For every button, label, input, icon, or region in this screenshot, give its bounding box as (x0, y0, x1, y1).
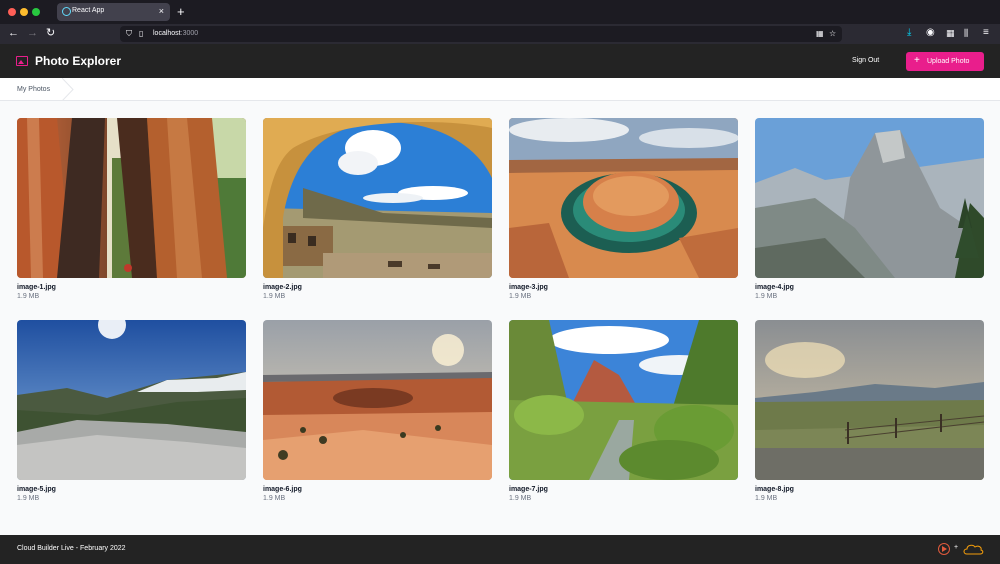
url-text[interactable]: localhost:3000 (153, 30, 198, 37)
photo-size: 1.9 MB (263, 495, 286, 502)
app-title: Photo Explorer (35, 54, 122, 68)
photo-name: image-3.jpg (509, 284, 548, 291)
photo-card[interactable]: image-6.jpg 1.9 MB (263, 320, 492, 502)
photo-name: image-8.jpg (755, 486, 794, 493)
photo-card[interactable]: image-3.jpg 1.9 MB (509, 118, 738, 300)
browser-tab[interactable]: React App × (57, 3, 170, 21)
photo-card[interactable]: image-2.jpg 1.9 MB (263, 118, 492, 300)
extensions-icon[interactable]: ▦ (946, 28, 955, 38)
photo-logo-icon (16, 56, 28, 66)
forward-icon[interactable]: → (27, 27, 38, 39)
photo-card[interactable]: image-7.jpg 1.9 MB (509, 320, 738, 502)
photo-thumbnail[interactable] (17, 118, 246, 278)
minimize-window-button[interactable] (20, 8, 28, 16)
page-icon: ▯ (139, 29, 144, 38)
photo-card[interactable]: image-5.jpg 1.9 MB (17, 320, 246, 502)
photo-thumbnail[interactable] (263, 118, 492, 278)
footer-text: Cloud Builder Live - February 2022 (17, 545, 126, 552)
photo-name: image-4.jpg (755, 284, 794, 291)
plus-icon: + (914, 55, 920, 66)
photo-thumbnail[interactable] (755, 118, 984, 278)
bookmark-star-icon[interactable]: ☆ (829, 29, 837, 38)
photo-size: 1.9 MB (509, 495, 532, 502)
photo-size: 1.9 MB (17, 293, 40, 300)
tab-bar: React App × + (0, 0, 1000, 24)
breadcrumb-chevron-icon (62, 78, 74, 101)
back-icon[interactable]: ← (8, 27, 19, 39)
photo-thumbnail[interactable] (509, 118, 738, 278)
shield-icon[interactable]: ⛉ (126, 29, 132, 38)
footer: Cloud Builder Live - February 2022 + (0, 535, 1000, 564)
photo-name: image-6.jpg (263, 486, 302, 493)
photo-thumbnail[interactable] (263, 320, 492, 480)
upload-photo-button[interactable]: + Upload Photo (906, 52, 984, 71)
sign-out-button[interactable]: Sign Out (852, 57, 880, 64)
url-host: localhost (153, 30, 181, 37)
photo-size: 1.9 MB (755, 293, 778, 300)
cloud-logo-icon (963, 544, 984, 555)
photo-thumbnail[interactable] (17, 320, 246, 480)
photo-name: image-2.jpg (263, 284, 302, 291)
photo-thumbnail[interactable] (509, 320, 738, 480)
photo-card[interactable]: image-8.jpg 1.9 MB (755, 320, 984, 502)
photo-name: image-1.jpg (17, 284, 56, 291)
tab-close-icon[interactable]: × (158, 6, 164, 16)
react-favicon-icon (62, 7, 71, 16)
photo-name: image-7.jpg (509, 486, 548, 493)
navigation-bar: ← → ↻ ⛉ ▯ localhost:3000 ▦ ☆ ⤓ ◉ ▦ ⫼ ≡ (0, 24, 1000, 44)
app-header: Photo Explorer Sign Out (0, 44, 1000, 78)
photo-card[interactable]: image-4.jpg 1.9 MB (755, 118, 984, 300)
photo-size: 1.9 MB (509, 293, 532, 300)
breadcrumb-my-photos[interactable]: My Photos (17, 86, 51, 93)
url-port: :3000 (180, 30, 199, 37)
qr-icon[interactable]: ▦ (816, 29, 824, 38)
tab-title: React App (72, 7, 105, 14)
footer-plus: + (954, 544, 959, 551)
photo-name: image-5.jpg (17, 486, 56, 493)
download-icon[interactable]: ⤓ (907, 27, 912, 38)
photo-size: 1.9 MB (755, 495, 778, 502)
play-logo-icon (938, 543, 950, 555)
maximize-window-button[interactable] (32, 8, 40, 16)
photo-size: 1.9 MB (263, 293, 286, 300)
menu-icon[interactable]: ≡ (983, 27, 989, 38)
breadcrumb: My Photos (0, 78, 1000, 101)
new-tab-button[interactable]: + (177, 4, 185, 19)
url-bar[interactable]: ⛉ ▯ localhost:3000 ▦ ☆ (120, 26, 842, 42)
close-window-button[interactable] (8, 8, 16, 16)
upload-photo-label: Upload Photo (927, 58, 970, 65)
reload-icon[interactable]: ↻ (46, 27, 56, 39)
photo-size: 1.9 MB (17, 495, 40, 502)
account-icon[interactable]: ◉ (926, 27, 935, 38)
library-icon[interactable]: ⫼ (964, 28, 969, 38)
photo-card[interactable]: image-1.jpg 1.9 MB (17, 118, 246, 300)
photo-thumbnail[interactable] (755, 320, 984, 480)
